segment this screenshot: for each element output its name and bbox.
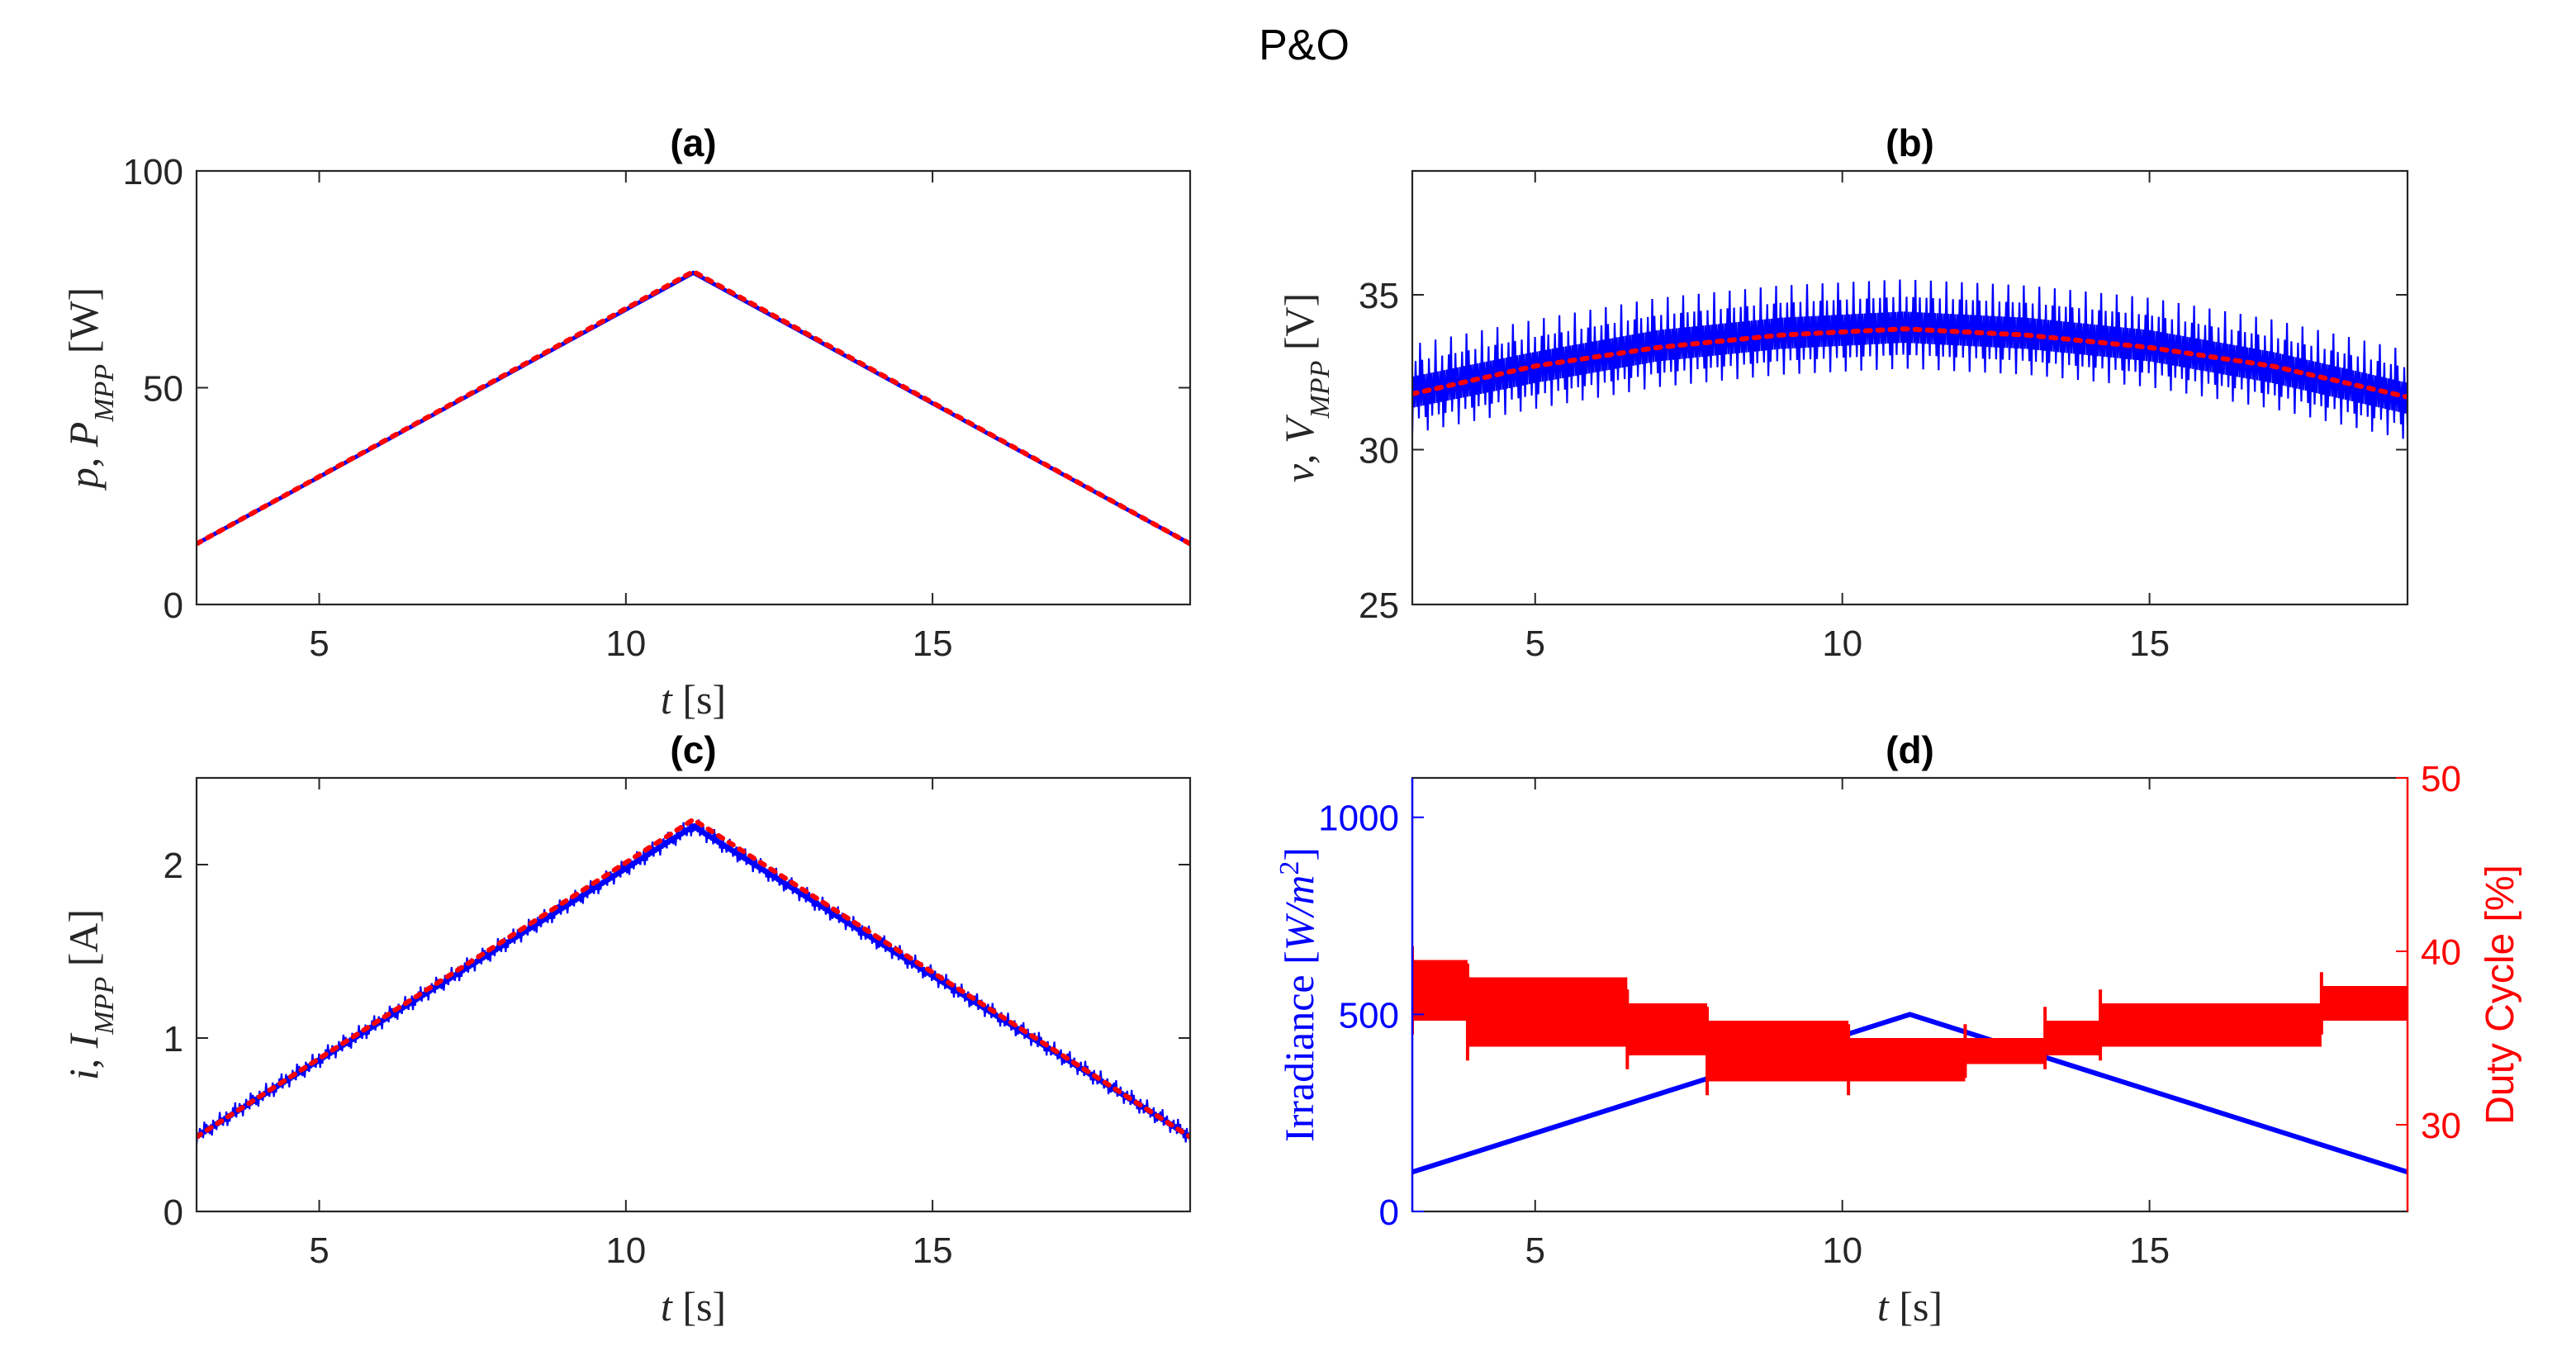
x-tick-label: 5: [1525, 623, 1545, 664]
y-axis-label-b: v, VMPP [V]: [1276, 293, 1335, 483]
data-layer-a: [197, 268, 1190, 547]
y-tick-label: 100: [123, 152, 183, 192]
duty-band-segment: [1707, 1021, 1849, 1082]
data-layer-c: [197, 816, 1190, 1145]
y-axis-label-d: Irradiance [W/m2]: [1274, 847, 1323, 1142]
x-tick-label: 10: [1822, 623, 1862, 664]
duty-band-segment: [2321, 986, 2408, 1021]
y-tick-label: 0: [1379, 1192, 1399, 1233]
x-axis-label-a: t [s]: [661, 676, 726, 723]
subplot-title-a: (a): [670, 121, 716, 164]
x-tick-label: 10: [1822, 1230, 1862, 1271]
duty-band-segment: [2100, 1003, 2322, 1047]
x-tick-label: 10: [605, 1230, 646, 1271]
x-tick-label: 15: [2129, 623, 2170, 664]
series-d-irradiance: [1412, 1012, 2408, 1175]
duty-band-segment: [1627, 1003, 1708, 1055]
subplot-title-c: (c): [670, 728, 716, 771]
plot-area-a: [197, 171, 1190, 604]
x-tick-label: 10: [605, 623, 646, 664]
duty-band-segment: [1965, 1038, 2046, 1064]
y-tick-label: 35: [1359, 276, 1399, 316]
y-tick-label: 25: [1359, 585, 1399, 626]
axes-frame-c: [195, 776, 1192, 1213]
subplot-a: 5 10 15 0 50 100 (a) t [s] p, PMPP [W]: [60, 121, 1192, 723]
x-axis-label-d: t [s]: [1877, 1283, 1943, 1330]
y-tick-label: 30: [1359, 431, 1399, 472]
subplot-title-d: (d): [1886, 728, 1934, 771]
x-axis-label-c: t [s]: [661, 1283, 726, 1330]
x-tick-label: 15: [2129, 1230, 2170, 1271]
x-tick-label: 15: [913, 623, 953, 664]
plot-area-b: [1412, 171, 2408, 604]
plot-area-c: [197, 778, 1190, 1211]
duty-band-segment: [1848, 1038, 1966, 1082]
y-tick-label: 1000: [1318, 799, 1399, 839]
y-tick-label: 0: [164, 1192, 183, 1233]
series-c-i-mpp: [197, 816, 1190, 1140]
y-tick-label: 500: [1339, 995, 1399, 1036]
x-tick-label: 5: [309, 1230, 329, 1271]
y-right-tick-label: 30: [2421, 1106, 2461, 1146]
x-tick-label: 15: [913, 1230, 953, 1271]
y-tick-label: 50: [143, 369, 183, 410]
series-b-v: [1412, 279, 2408, 439]
y-axis-label-c: i, IMPP [A]: [60, 909, 120, 1080]
subplot-d: 5 10 15 0 500 1000 30 40 50 (d) t [s] Irradiance [W…: [1274, 728, 2523, 1330]
figure-title: P&O: [1259, 21, 1350, 69]
duty-band-segment: [1412, 960, 1468, 1021]
duty-band-segment: [2045, 1021, 2101, 1055]
y-right-tick-label: 50: [2421, 759, 2461, 799]
series-d-duty-cycle: [1412, 946, 2408, 1096]
data-layer-b: [1412, 279, 2408, 439]
subplot-b: 5 10 15 25 30 35 (b) v, VMPP [V]: [1276, 121, 2409, 664]
subplot-c: 5 10 15 0 1 2 (c) t [s] i, IMPP [A]: [60, 728, 1192, 1330]
x-tick-label: 5: [1525, 1230, 1545, 1271]
y-tick-label: 1: [164, 1019, 183, 1059]
y-right-tick-label: 40: [2421, 932, 2461, 973]
y-axis-label-a: p, PMPP [W]: [60, 287, 120, 491]
y-tick-label: 0: [164, 585, 183, 626]
x-tick-label: 5: [309, 623, 329, 664]
series-a-p-mpp: [197, 268, 1190, 547]
data-layer-d: [1412, 946, 2408, 1175]
series-b-v-mpp: [1412, 326, 2408, 400]
y-right-axis-label-d: Duty Cycle [%]: [2479, 865, 2522, 1125]
axes-frame-b: [1411, 169, 2409, 606]
duty-band-segment: [1467, 977, 1628, 1047]
series-c-i: [197, 819, 1190, 1145]
y-tick-label: 2: [164, 846, 183, 886]
subplot-title-b: (b): [1886, 121, 1934, 164]
